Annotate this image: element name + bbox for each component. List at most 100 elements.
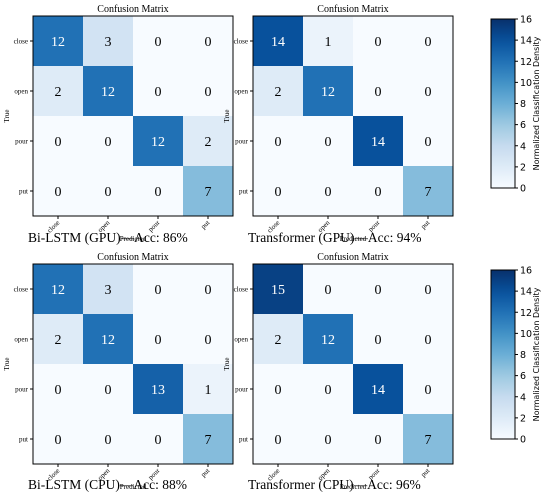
- cell-value-label: 12: [101, 333, 115, 348]
- heatmap-cell: [403, 166, 453, 216]
- heatmap-cell: [303, 414, 353, 464]
- y-tick-label: close: [234, 38, 248, 46]
- heatmap-cell: [253, 364, 303, 414]
- y-tick-label: pour: [15, 138, 29, 146]
- heatmap-cell: [403, 264, 453, 314]
- heatmap-cell: [353, 264, 403, 314]
- cell-value-label: 1: [205, 383, 212, 398]
- x-axis-label: Predicted: [120, 235, 147, 243]
- cell-value-label: 0: [155, 333, 162, 348]
- heatmap-cell: [83, 414, 133, 464]
- heatmap-cell: [353, 16, 403, 66]
- heatmap-cell: [253, 66, 303, 116]
- cell-value-label: 0: [205, 35, 212, 50]
- x-tick-label: put: [419, 467, 431, 479]
- cell-value-label: 0: [155, 85, 162, 100]
- x-tick-label: put: [199, 219, 211, 231]
- cell-value-label: 3: [105, 283, 112, 298]
- cell-value-label: 7: [425, 433, 432, 448]
- matrix-title: Confusion Matrix: [317, 4, 388, 15]
- cell-value-label: 0: [55, 433, 62, 448]
- y-tick-label: put: [19, 436, 28, 444]
- x-tick-label: put: [419, 219, 431, 231]
- heatmap-cell: [133, 166, 183, 216]
- colorbar-tick-label: 0: [520, 435, 526, 446]
- colorbar-tick-label: 8: [520, 99, 526, 110]
- heatmap-cell: [353, 414, 403, 464]
- colorbar-tick-label: 4: [520, 141, 526, 152]
- matrix-title: Confusion Matrix: [97, 252, 168, 263]
- heatmap-cell: [183, 66, 233, 116]
- y-tick-label: close: [234, 286, 248, 294]
- y-tick-label: open: [14, 336, 28, 344]
- matrix-title: Confusion Matrix: [317, 252, 388, 263]
- heatmap-cell: [303, 66, 353, 116]
- cell-value-label: 12: [321, 333, 335, 348]
- colorbar-gradient: [490, 18, 516, 189]
- cell-value-label: 0: [155, 283, 162, 298]
- heatmap-cell: [303, 16, 353, 66]
- heatmap-cell: [133, 364, 183, 414]
- heatmap-cell: [403, 314, 453, 364]
- heatmap-cell: [403, 116, 453, 166]
- heatmap-cell: [353, 314, 403, 364]
- cell-value-label: 0: [375, 85, 382, 100]
- cell-value-label: 0: [375, 283, 382, 298]
- colorbar-label: Normalized Classification Density: [532, 287, 541, 421]
- cell-value-label: 7: [425, 185, 432, 200]
- cell-value-label: 0: [375, 35, 382, 50]
- colorbar-tick-label: 8: [520, 350, 526, 361]
- cell-value-label: 3: [105, 35, 112, 50]
- heatmap-cell: [133, 66, 183, 116]
- cell-value-label: 2: [55, 333, 62, 348]
- heatmap-cell: [183, 16, 233, 66]
- heatmap-cell: [253, 166, 303, 216]
- cell-value-label: 0: [55, 185, 62, 200]
- y-tick-label: put: [239, 436, 248, 444]
- colorbar-tick-label: 14: [520, 287, 532, 298]
- heatmap-cell: [183, 364, 233, 414]
- cell-value-label: 0: [375, 185, 382, 200]
- heatmap-cell: [83, 264, 133, 314]
- heatmap-cell: [253, 116, 303, 166]
- heatmap-cell: [33, 166, 83, 216]
- heatmap-cell: [253, 264, 303, 314]
- cell-value-label: 0: [425, 333, 432, 348]
- heatmap-cell: [133, 116, 183, 166]
- cell-value-label: 2: [55, 85, 62, 100]
- cell-value-label: 0: [105, 135, 112, 150]
- y-axis-label: True: [223, 110, 231, 123]
- heatmap-cell: [33, 314, 83, 364]
- cell-value-label: 0: [325, 433, 332, 448]
- heatmap-cell: [403, 66, 453, 116]
- y-axis-label: True: [223, 358, 231, 371]
- cell-value-label: 12: [51, 283, 65, 298]
- plot-frame: [252, 263, 454, 465]
- confusion-matrix-panel-3: 12 3 0 0 2 12 0 0 0 0 13 1 0 0 0 7 Confusion Matrix close…: [3, 252, 234, 492]
- cell-value-label: 0: [325, 383, 332, 398]
- cell-value-label: 0: [325, 185, 332, 200]
- heatmap-cell: [253, 16, 303, 66]
- cell-value-label: 2: [205, 135, 212, 150]
- colorbar-tick-label: 10: [520, 78, 532, 89]
- y-tick-label: open: [14, 88, 28, 96]
- colorbar-2: 0 2 4 6 8 10 12 14 16 Normalized Classification D…: [490, 266, 541, 446]
- plot-frame: [252, 15, 454, 217]
- colorbar-tick-label: 6: [520, 371, 526, 382]
- cell-value-label: 0: [425, 135, 432, 150]
- colorbar-label: Normalized Classification Density: [532, 36, 541, 170]
- heatmap-cell: [33, 364, 83, 414]
- colorbar-tick-label: 2: [520, 413, 526, 424]
- cell-value-label: 13: [151, 383, 165, 398]
- plot-frame: [32, 15, 234, 217]
- cell-value-label: 0: [275, 383, 282, 398]
- cell-value-label: 0: [55, 135, 62, 150]
- heatmap-cell: [83, 16, 133, 66]
- heatmap-cell: [133, 414, 183, 464]
- colorbar-tick-label: 2: [520, 162, 526, 173]
- y-axis-label: True: [3, 110, 11, 123]
- colorbar-tick-label: 10: [520, 329, 532, 340]
- y-tick-label: open: [234, 88, 248, 96]
- cell-value-label: 12: [51, 35, 65, 50]
